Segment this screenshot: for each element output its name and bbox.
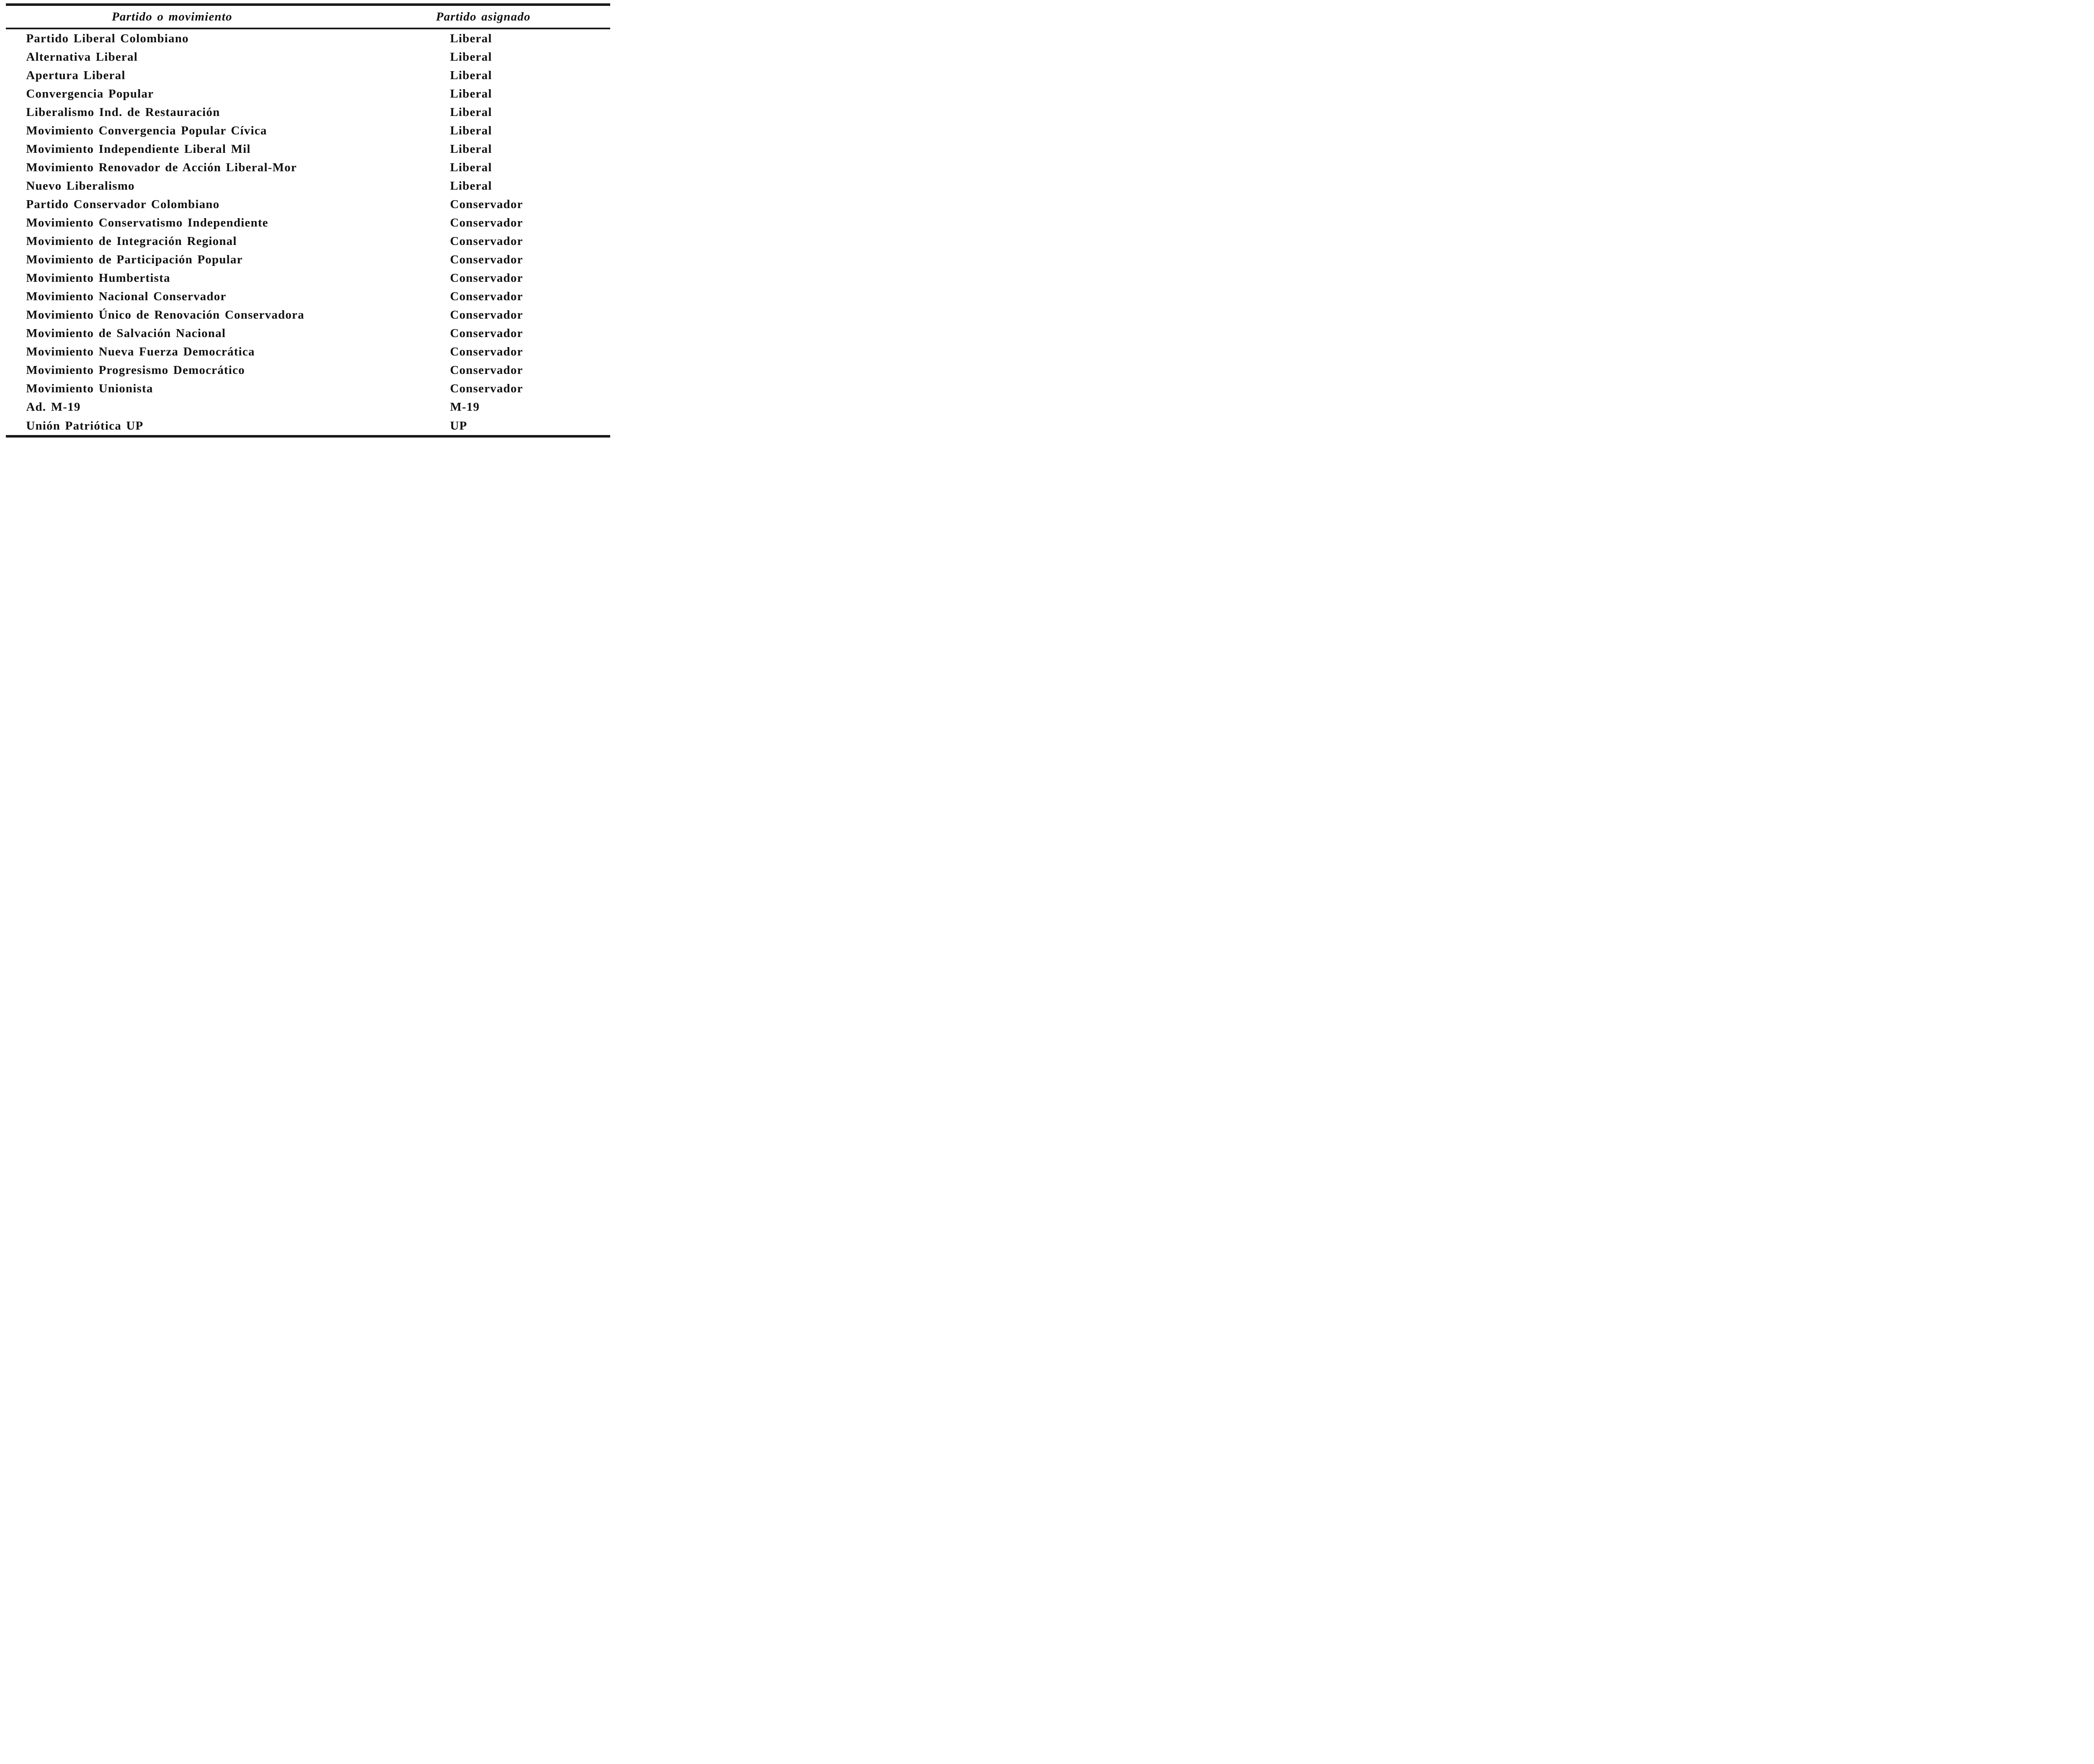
table-row: Movimiento de Integración Regional Conser…: [6, 232, 610, 251]
cell-partido-o-movimiento: Nuevo Liberalismo: [26, 179, 135, 193]
cell-partido-asignado: Liberal: [450, 105, 492, 119]
cell-partido-asignado: UP: [450, 419, 467, 433]
cell-partido-asignado: Conservador: [450, 345, 523, 359]
table-header-row: Partido o movimiento Partido asignado: [6, 6, 610, 28]
cell-partido-o-movimiento: Convergencia Popular: [26, 87, 154, 100]
cell-partido-o-movimiento: Movimiento Renovador de Acción Liberal-M…: [26, 160, 297, 174]
cell-partido-asignado: Conservador: [450, 253, 523, 267]
cell-partido-asignado: Liberal: [450, 160, 492, 174]
cell-partido-o-movimiento: Movimiento Progresismo Democrático: [26, 363, 245, 377]
cell-partido-asignado: Conservador: [450, 234, 523, 248]
table-row: Alternativa Liberal Liberal: [6, 48, 610, 66]
cell-partido-asignado: Liberal: [450, 124, 492, 137]
column-header-partido-asignado: Partido asignado: [436, 10, 531, 23]
table-row: Movimiento Nacional Conservador Conservad…: [6, 288, 610, 306]
cell-partido-asignado: Conservador: [450, 382, 523, 396]
table-row: Movimiento de Salvación Nacional Conserva…: [6, 324, 610, 343]
party-assignment-table: Partido o movimiento Partido asignado Pa…: [6, 0, 610, 441]
cell-partido-asignado: Liberal: [450, 87, 492, 100]
cell-partido-o-movimiento: Movimiento de Participación Popular: [26, 253, 243, 267]
table-row: Movimiento Humbertista Conservador: [6, 269, 610, 288]
cell-partido-asignado: Liberal: [450, 179, 492, 193]
table-row: Partido Conservador Colombiano Conservado…: [6, 195, 610, 214]
table-header-rule: [6, 28, 610, 29]
cell-partido-o-movimiento: Movimiento Convergencia Popular Cívica: [26, 124, 267, 137]
cell-partido-asignado: M-19: [450, 400, 480, 414]
table-row: Apertura Liberal Liberal: [6, 66, 610, 85]
cell-partido-o-movimiento: Movimiento Unionista: [26, 382, 153, 396]
cell-partido-asignado: Conservador: [450, 363, 523, 377]
table-row: Movimiento Renovador de Acción Liberal-M…: [6, 158, 610, 177]
table-row: Partido Liberal Colombiano Liberal: [6, 29, 610, 48]
cell-partido-o-movimiento: Alternativa Liberal: [26, 50, 138, 64]
table-row: Ad. M-19 M-19: [6, 398, 610, 417]
table-row: Movimiento Unionista Conservador: [6, 380, 610, 398]
cell-partido-o-movimiento: Movimiento de Salvación Nacional: [26, 327, 226, 340]
cell-partido-asignado: Liberal: [450, 50, 492, 64]
table-body: Partido Liberal Colombiano Liberal Alterna…: [6, 29, 610, 435]
table-row: Unión Patriótica UP UP: [6, 417, 610, 435]
cell-partido-o-movimiento: Partido Conservador Colombiano: [26, 197, 220, 211]
cell-partido-o-movimiento: Unión Patriótica UP: [26, 419, 144, 433]
cell-partido-o-movimiento: Liberalismo Ind. de Restauración: [26, 105, 220, 119]
cell-partido-o-movimiento: Movimiento Nacional Conservador: [26, 290, 227, 304]
cell-partido-o-movimiento: Partido Liberal Colombiano: [26, 31, 189, 45]
cell-partido-asignado: Liberal: [450, 31, 492, 45]
table-bottom-rule: [6, 435, 610, 438]
cell-partido-o-movimiento: Movimiento Conservatismo Independiente: [26, 216, 268, 229]
cell-partido-o-movimiento: Ad. M-19: [26, 400, 81, 414]
table-row: Movimiento Único de Renovación Conservad…: [6, 306, 610, 324]
cell-partido-asignado: Conservador: [450, 327, 523, 340]
table-row: Liberalismo Ind. de Restauración Liberal: [6, 103, 610, 121]
table-row: Convergencia Popular Liberal: [6, 85, 610, 103]
table-row: Movimiento Nueva Fuerza Democrática Conse…: [6, 343, 610, 361]
cell-partido-o-movimiento: Movimiento Nueva Fuerza Democrática: [26, 345, 255, 359]
table-row: Movimiento Conservatismo Independiente Co…: [6, 214, 610, 232]
document-page: Partido o movimiento Partido asignado Pa…: [0, 0, 616, 441]
table-row: Movimiento Convergencia Popular Cívica Li…: [6, 121, 610, 140]
cell-partido-asignado: Liberal: [450, 142, 492, 156]
cell-partido-asignado: Conservador: [450, 290, 523, 304]
cell-partido-o-movimiento: Movimiento de Integración Regional: [26, 234, 237, 248]
table-row: Movimiento de Participación Popular Conse…: [6, 251, 610, 269]
table-row: Movimiento Independiente Liberal Mil Libe…: [6, 140, 610, 158]
table-row: Nuevo Liberalismo Liberal: [6, 177, 610, 195]
table-row: Movimiento Progresismo Democrático Conser…: [6, 361, 610, 380]
cell-partido-o-movimiento: Movimiento Humbertista: [26, 271, 170, 285]
cell-partido-o-movimiento: Apertura Liberal: [26, 68, 126, 82]
cell-partido-o-movimiento: Movimiento Independiente Liberal Mil: [26, 142, 251, 156]
cell-partido-asignado: Liberal: [450, 68, 492, 82]
table-top-rule: [6, 3, 610, 6]
cell-partido-asignado: Conservador: [450, 308, 523, 322]
column-header-partido-o-movimiento: Partido o movimiento: [111, 10, 232, 23]
cell-partido-asignado: Conservador: [450, 271, 523, 285]
cell-partido-o-movimiento: Movimiento Único de Renovación Conservad…: [26, 308, 304, 322]
cell-partido-asignado: Conservador: [450, 197, 523, 211]
cell-partido-asignado: Conservador: [450, 216, 523, 229]
